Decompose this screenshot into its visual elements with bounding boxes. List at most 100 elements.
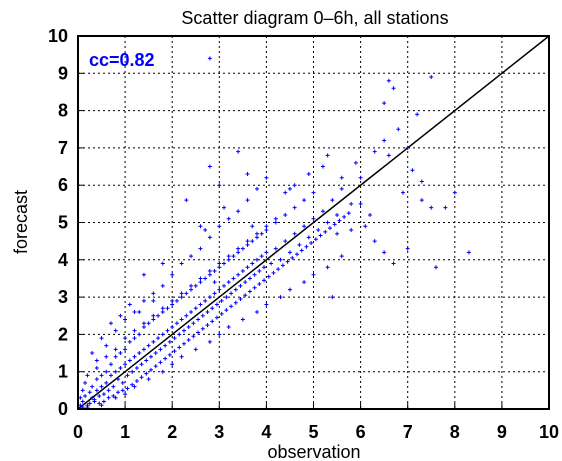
- data-point: [273, 246, 278, 251]
- data-point: [262, 265, 267, 270]
- data-point: [415, 112, 420, 117]
- data-point: [158, 360, 163, 365]
- data-point: [146, 377, 151, 382]
- data-point: [106, 395, 111, 400]
- y-tick-label: 6: [58, 175, 68, 195]
- data-point: [189, 254, 194, 259]
- data-point: [207, 268, 212, 273]
- data-point: [144, 358, 149, 363]
- data-points: [78, 56, 471, 410]
- data-point: [186, 324, 191, 329]
- data-point: [191, 321, 196, 326]
- data-point: [292, 183, 297, 188]
- data-point: [90, 395, 95, 400]
- data-point: [179, 354, 184, 359]
- data-point: [313, 237, 318, 242]
- data-point: [311, 272, 316, 277]
- data-point: [125, 386, 130, 391]
- data-point: [189, 310, 194, 315]
- data-point: [243, 280, 248, 285]
- data-point: [198, 224, 203, 229]
- data-point: [391, 261, 396, 266]
- data-point: [177, 345, 182, 350]
- data-point: [177, 332, 182, 337]
- data-point: [290, 255, 295, 260]
- data-point: [198, 302, 203, 307]
- data-point: [99, 403, 104, 408]
- data-point: [264, 224, 269, 229]
- data-point: [257, 268, 262, 273]
- data-point: [433, 265, 438, 270]
- data-point: [196, 317, 201, 322]
- data-point: [273, 216, 278, 221]
- y-tick-label: 10: [48, 26, 68, 46]
- data-point: [325, 220, 330, 225]
- data-point: [163, 343, 168, 348]
- data-point: [222, 283, 227, 288]
- data-point: [372, 239, 377, 244]
- data-point: [104, 369, 109, 374]
- x-tick-label: 6: [356, 422, 366, 442]
- data-point: [130, 369, 135, 374]
- data-point: [99, 373, 104, 378]
- data-point: [141, 272, 146, 277]
- data-point: [316, 227, 321, 232]
- data-point: [386, 78, 391, 83]
- data-point: [382, 250, 387, 255]
- data-point: [207, 339, 212, 344]
- data-point: [207, 235, 212, 240]
- data-point: [245, 198, 250, 203]
- data-point: [99, 384, 104, 389]
- data-point: [254, 235, 259, 240]
- data-point: [179, 295, 184, 300]
- data-point: [332, 222, 337, 227]
- data-point: [311, 190, 316, 195]
- data-point: [238, 283, 243, 288]
- data-point: [250, 224, 255, 229]
- y-tick-label: 4: [58, 250, 68, 270]
- data-point: [214, 302, 219, 307]
- data-point: [419, 179, 424, 184]
- data-point: [78, 395, 83, 400]
- data-point: [165, 328, 170, 333]
- data-point: [278, 295, 283, 300]
- data-point: [151, 313, 156, 318]
- data-point: [132, 328, 137, 333]
- data-point: [99, 336, 104, 341]
- data-point: [238, 296, 243, 301]
- data-point: [108, 362, 113, 367]
- data-point: [97, 401, 102, 406]
- data-point: [323, 229, 328, 234]
- data-point: [200, 313, 205, 318]
- data-point: [382, 101, 387, 106]
- data-point: [247, 289, 252, 294]
- data-point: [167, 352, 172, 357]
- data-point: [273, 220, 278, 225]
- data-point: [200, 326, 205, 331]
- data-point: [236, 246, 241, 251]
- data-point: [160, 369, 165, 374]
- data-point: [254, 231, 259, 236]
- data-point: [325, 153, 330, 158]
- data-point: [240, 268, 245, 273]
- data-point: [262, 278, 267, 283]
- data-point: [83, 393, 88, 398]
- data-point: [302, 224, 307, 229]
- data-point: [198, 246, 203, 251]
- data-point: [229, 291, 234, 296]
- x-tick-label: 1: [120, 422, 130, 442]
- data-point: [94, 365, 99, 370]
- data-point: [137, 310, 142, 315]
- data-point: [193, 306, 198, 311]
- data-point: [156, 336, 161, 341]
- data-point: [342, 214, 347, 219]
- data-point: [217, 261, 222, 266]
- data-point: [210, 319, 215, 324]
- data-point: [193, 347, 198, 352]
- data-point: [212, 280, 217, 285]
- data-point: [335, 213, 340, 218]
- data-point: [226, 257, 231, 262]
- data-point: [141, 321, 146, 326]
- data-point: [266, 274, 271, 279]
- data-point: [243, 293, 248, 298]
